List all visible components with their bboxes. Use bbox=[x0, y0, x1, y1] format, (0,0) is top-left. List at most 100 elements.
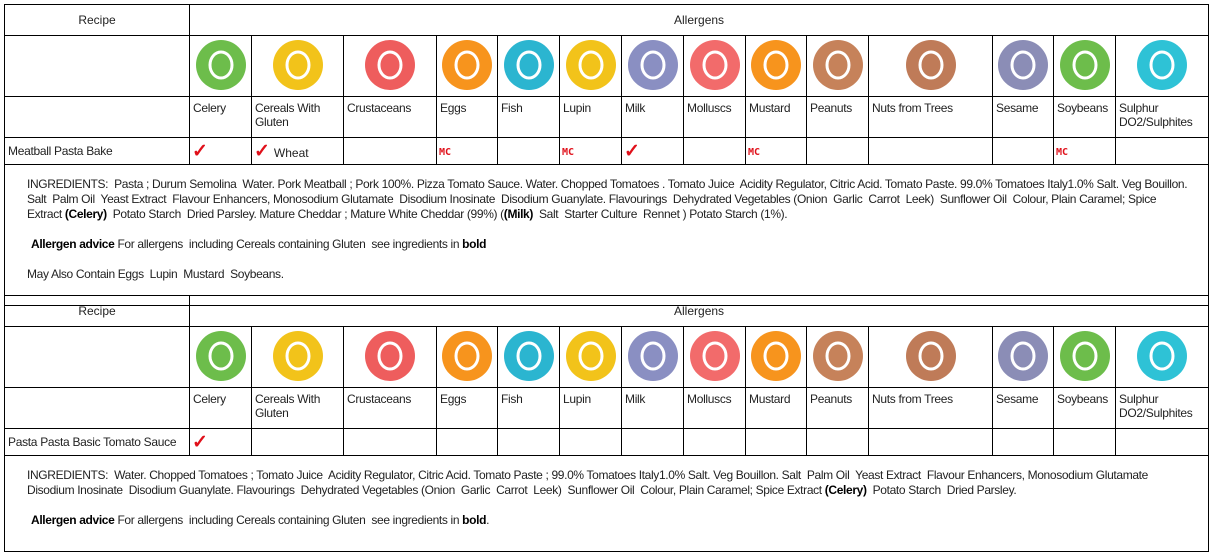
text: Potato Starch Dried Parsley. bbox=[866, 483, 1017, 497]
icon-circle bbox=[565, 39, 616, 90]
allergen-icon bbox=[905, 330, 956, 381]
icon-glyph bbox=[825, 341, 850, 370]
allergen-label: Sesame bbox=[992, 96, 1054, 138]
allergen-label: Milk bbox=[621, 387, 684, 429]
allergen-label: Cereals With Gluten bbox=[251, 387, 344, 429]
recipe-row: Pasta Pasta Basic Tomato Sauce ✓ bbox=[4, 428, 1210, 456]
icon-glyph bbox=[1072, 341, 1097, 370]
may-contain-mark: MC bbox=[439, 147, 452, 158]
allergen-cell bbox=[868, 428, 993, 456]
icon-cell bbox=[745, 35, 807, 97]
recipe-name: Pasta Pasta Basic Tomato Sauce bbox=[4, 428, 190, 456]
icon-circle bbox=[1059, 39, 1110, 90]
allergen-icon bbox=[503, 330, 554, 381]
allergen-cell bbox=[343, 428, 437, 456]
text: INGREDIENTS: Pasta ; Durum Semolina Wate… bbox=[27, 177, 1191, 221]
blank-cell bbox=[4, 96, 190, 138]
allergen-cell: MC bbox=[436, 137, 498, 165]
icon-glyph bbox=[285, 341, 310, 370]
icon-glyph bbox=[1149, 341, 1175, 370]
allergen-icon bbox=[812, 39, 863, 90]
allergen-cell: MC bbox=[745, 137, 807, 165]
allergen-icon bbox=[751, 39, 801, 90]
icon-cell bbox=[1053, 35, 1116, 97]
allergen-label: Peanuts bbox=[806, 96, 869, 138]
blank-cell bbox=[4, 35, 190, 97]
allergen-cell bbox=[1053, 428, 1116, 456]
icon-glyph bbox=[918, 50, 943, 79]
icon-circle bbox=[812, 39, 863, 90]
icon-cell bbox=[745, 326, 807, 388]
icon-cell bbox=[189, 326, 252, 388]
allergen-label: Crustaceans bbox=[343, 96, 437, 138]
text: INGREDIENTS: Water. Chopped Tomatoes ; T… bbox=[27, 468, 1154, 497]
allergen-icon bbox=[365, 330, 415, 381]
icon-circle bbox=[751, 39, 801, 90]
allergen-icon bbox=[1059, 39, 1110, 90]
icon-cell bbox=[189, 35, 252, 97]
icon-glyph bbox=[1010, 50, 1036, 79]
bold-text: Allergen advice bbox=[31, 513, 115, 527]
allergen-cell: ✓ Wheat bbox=[251, 137, 344, 165]
allergen-icon bbox=[442, 39, 492, 90]
header-row: Recipe Allergens bbox=[4, 4, 1210, 36]
icon-cell bbox=[497, 326, 560, 388]
allergen-cell bbox=[806, 137, 869, 165]
allergens-header: Allergens bbox=[188, 4, 1210, 36]
recipe-header: Recipe bbox=[4, 4, 190, 36]
bold-text: bold bbox=[462, 237, 487, 251]
allergen-cell bbox=[683, 137, 746, 165]
icon-glyph bbox=[578, 341, 603, 370]
icon-circle bbox=[503, 330, 554, 381]
allergen-icon bbox=[272, 39, 323, 90]
allergen-cell bbox=[1114, 137, 1210, 165]
allergen-icon bbox=[905, 39, 956, 90]
icon-glyph bbox=[377, 341, 403, 370]
icon-glyph bbox=[702, 50, 727, 79]
allergen-table: Recipe Allergens Celery Cereals With Gluten… bbox=[3, 295, 1210, 552]
allergen-label: Mustard bbox=[745, 96, 807, 138]
icon-glyph bbox=[377, 50, 403, 79]
icon-cell bbox=[343, 35, 437, 97]
ingredients-paragraph: INGREDIENTS: Pasta ; Durum Semolina Wate… bbox=[27, 177, 1194, 222]
allergen-icon bbox=[195, 330, 246, 381]
icon-circle bbox=[905, 39, 956, 90]
icon-cell bbox=[621, 326, 684, 388]
allergen-label: Lupin bbox=[559, 96, 622, 138]
ingredients-row: INGREDIENTS: Pasta ; Durum Semolina Wate… bbox=[3, 164, 1210, 306]
allergen-icon bbox=[565, 330, 616, 381]
allergen-icon bbox=[365, 39, 415, 90]
text: For allergens including Cereals containi… bbox=[114, 237, 463, 251]
icon-circle bbox=[503, 39, 554, 90]
allergen-cell bbox=[621, 428, 684, 456]
icon-glyph bbox=[578, 50, 603, 79]
check-mark: ✓ bbox=[254, 140, 270, 162]
icon-circle bbox=[689, 39, 740, 90]
allergen-cell bbox=[992, 428, 1054, 456]
icon-glyph bbox=[640, 341, 665, 370]
allergen-label: Celery bbox=[189, 96, 252, 138]
icon-circle bbox=[1137, 330, 1188, 381]
table-body: Recipe Allergens Celery Cereals With Gluten… bbox=[3, 295, 1210, 552]
icon-glyph bbox=[825, 50, 850, 79]
icon-cell bbox=[683, 35, 746, 97]
icon-glyph bbox=[516, 341, 541, 370]
icon-cell bbox=[251, 326, 344, 388]
recipe-name: Meatball Pasta Bake bbox=[4, 137, 190, 165]
icon-circle bbox=[1137, 39, 1188, 90]
icon-glyph bbox=[702, 341, 727, 370]
may-contain-mark: MC bbox=[562, 147, 575, 158]
allergen-cell bbox=[251, 428, 344, 456]
blank-cell bbox=[4, 387, 190, 429]
icon-cell bbox=[621, 35, 684, 97]
icon-circle bbox=[627, 330, 678, 381]
allergen-label: Crustaceans bbox=[343, 387, 437, 429]
icon-circle bbox=[442, 39, 492, 90]
ingredients-paragraph: INGREDIENTS: Water. Chopped Tomatoes ; T… bbox=[27, 468, 1194, 498]
icon-cell bbox=[806, 326, 869, 388]
icon-glyph bbox=[640, 50, 665, 79]
allergen-cell: MC bbox=[559, 137, 622, 165]
allergen-cell bbox=[1114, 428, 1210, 456]
icon-row bbox=[4, 326, 1210, 388]
